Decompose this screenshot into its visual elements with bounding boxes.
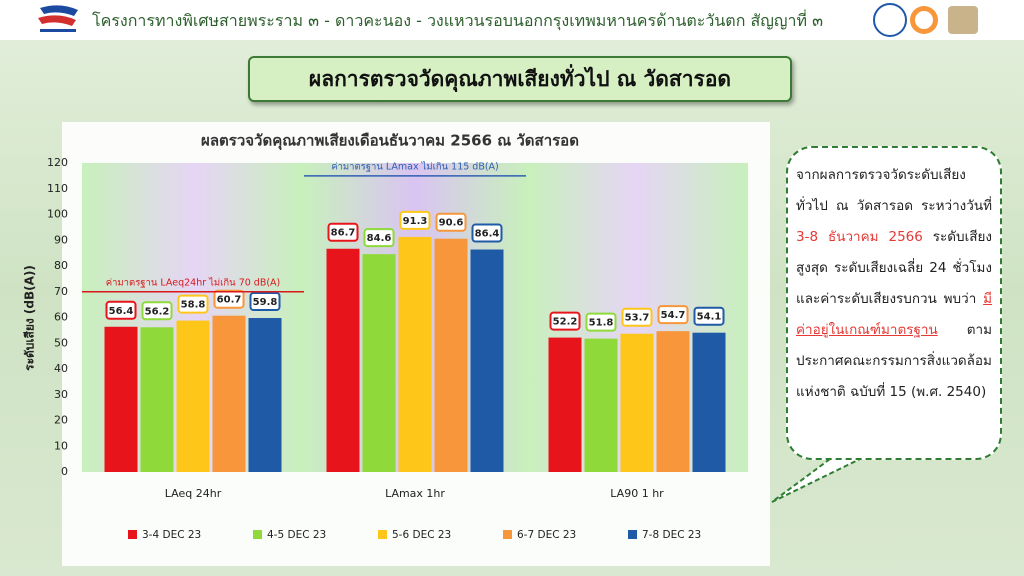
callout-highlight: มีค่าอยู่ในเกณฑ์มาตรฐาน xyxy=(796,291,992,338)
y-tick-label: 70 xyxy=(54,285,68,298)
value-label-box xyxy=(657,305,689,325)
legend-swatch xyxy=(253,530,262,539)
value-label: 91.3 xyxy=(403,216,428,227)
bar xyxy=(326,248,360,472)
x-tick-label: LA90 1 hr xyxy=(610,487,664,500)
y-tick-label: 80 xyxy=(54,259,68,272)
bar xyxy=(248,318,282,472)
x-tick-label: LAmax 1hr xyxy=(385,487,445,500)
value-label: 90.6 xyxy=(439,218,464,229)
bar xyxy=(362,254,396,472)
value-label: 54.1 xyxy=(697,312,722,323)
value-label-box xyxy=(213,289,245,309)
value-label: 58.8 xyxy=(181,300,206,311)
value-label: 86.7 xyxy=(331,228,356,239)
header-title: โครงการทางพิเศษสายพระราม ๓ - ดาวคะนอง - … xyxy=(92,11,824,30)
logo xyxy=(38,5,78,32)
x-tick-label: LAeq 24hr xyxy=(165,487,222,500)
callout: จากผลการตรวจวัดระดับเสียงทั่วไป ณ วัดสาร… xyxy=(786,146,1002,460)
legend-swatch xyxy=(378,530,387,539)
legend-label: 7-8 DEC 23 xyxy=(642,529,701,541)
y-tick-label: 20 xyxy=(54,414,68,427)
y-tick-label: 30 xyxy=(54,388,68,401)
value-label-box xyxy=(249,292,281,312)
y-tick-label: 50 xyxy=(54,336,68,349)
value-label-box xyxy=(693,306,725,326)
reference-label: ค่ามาตรฐาน LAeq24hr ไม่เกิน 70 dB(A) xyxy=(106,276,281,288)
y-tick-label: 40 xyxy=(54,362,68,375)
bar xyxy=(548,337,582,472)
bar xyxy=(584,338,618,472)
callout-text: ระดับเสียงสูงสุด ระดับเสียงเฉลี่ย 24 ชั่… xyxy=(796,229,992,307)
reference-label: ค่ามาตรฐาน LAmax ไม่เกิน 115 dB(A) xyxy=(331,160,499,172)
value-label: 54.7 xyxy=(661,310,686,321)
value-label: 56.4 xyxy=(109,306,134,317)
banner: ผลการตรวจวัดคุณภาพเสียงทั่วไป ณ วัดสารอด xyxy=(248,56,792,102)
value-label-box xyxy=(585,312,617,332)
value-label: 52.2 xyxy=(553,317,578,328)
y-tick-label: 10 xyxy=(54,439,68,452)
value-label: 51.8 xyxy=(589,318,614,329)
y-tick-label: 110 xyxy=(47,182,68,195)
value-label-box xyxy=(549,311,581,331)
callout-highlight: 3-8 ธันวาคม 2566 xyxy=(796,229,923,245)
value-label: 56.2 xyxy=(145,306,170,317)
legend-swatch xyxy=(628,530,637,539)
bar xyxy=(140,327,174,472)
value-label-box xyxy=(363,228,395,248)
y-tick-label: 90 xyxy=(54,233,68,246)
value-label: 53.7 xyxy=(625,313,650,324)
legend-label: 3-4 DEC 23 xyxy=(142,529,201,541)
value-label: 59.8 xyxy=(253,297,278,308)
value-label: 86.4 xyxy=(475,229,500,240)
y-tick-label: 0 xyxy=(61,465,68,478)
legend-swatch xyxy=(128,530,137,539)
callout-text: จากผลการตรวจวัดระดับเสียงทั่วไป ณ วัดสาร… xyxy=(796,167,992,214)
value-label-box xyxy=(327,222,359,242)
value-label-box xyxy=(177,294,209,314)
bar xyxy=(470,249,504,472)
bar xyxy=(692,332,726,472)
chart-title: ผลตรวจวัดคุณภาพเสียงเดือนธันวาคม 2566 ณ … xyxy=(201,132,579,151)
y-axis-label: ระดับเสียง (dB(A)) xyxy=(23,265,37,371)
legend-label: 4-5 DEC 23 xyxy=(267,529,326,541)
bar xyxy=(212,315,246,472)
y-tick-label: 120 xyxy=(47,156,68,169)
bar xyxy=(620,333,654,472)
legend-swatch xyxy=(503,530,512,539)
legend-label: 6-7 DEC 23 xyxy=(517,529,576,541)
value-label-box xyxy=(621,307,653,327)
legend-label: 5-6 DEC 23 xyxy=(392,529,451,541)
value-label-box xyxy=(399,210,431,230)
value-label-box xyxy=(105,300,137,320)
value-label: 84.6 xyxy=(367,233,392,244)
bar xyxy=(104,326,138,472)
bar xyxy=(176,320,210,472)
bar xyxy=(398,236,432,472)
callout-text: ตามประกาศคณะกรรมการสิ่งแวดล้อมแห่งชาติ ฉ… xyxy=(796,322,992,400)
bar xyxy=(434,238,468,472)
value-label-box xyxy=(471,223,503,243)
y-tick-label: 100 xyxy=(47,208,68,221)
value-label-box xyxy=(435,212,467,232)
y-tick-label: 60 xyxy=(54,311,68,324)
value-label-box xyxy=(141,301,173,321)
bar xyxy=(656,331,690,472)
value-label: 60.7 xyxy=(217,295,242,306)
